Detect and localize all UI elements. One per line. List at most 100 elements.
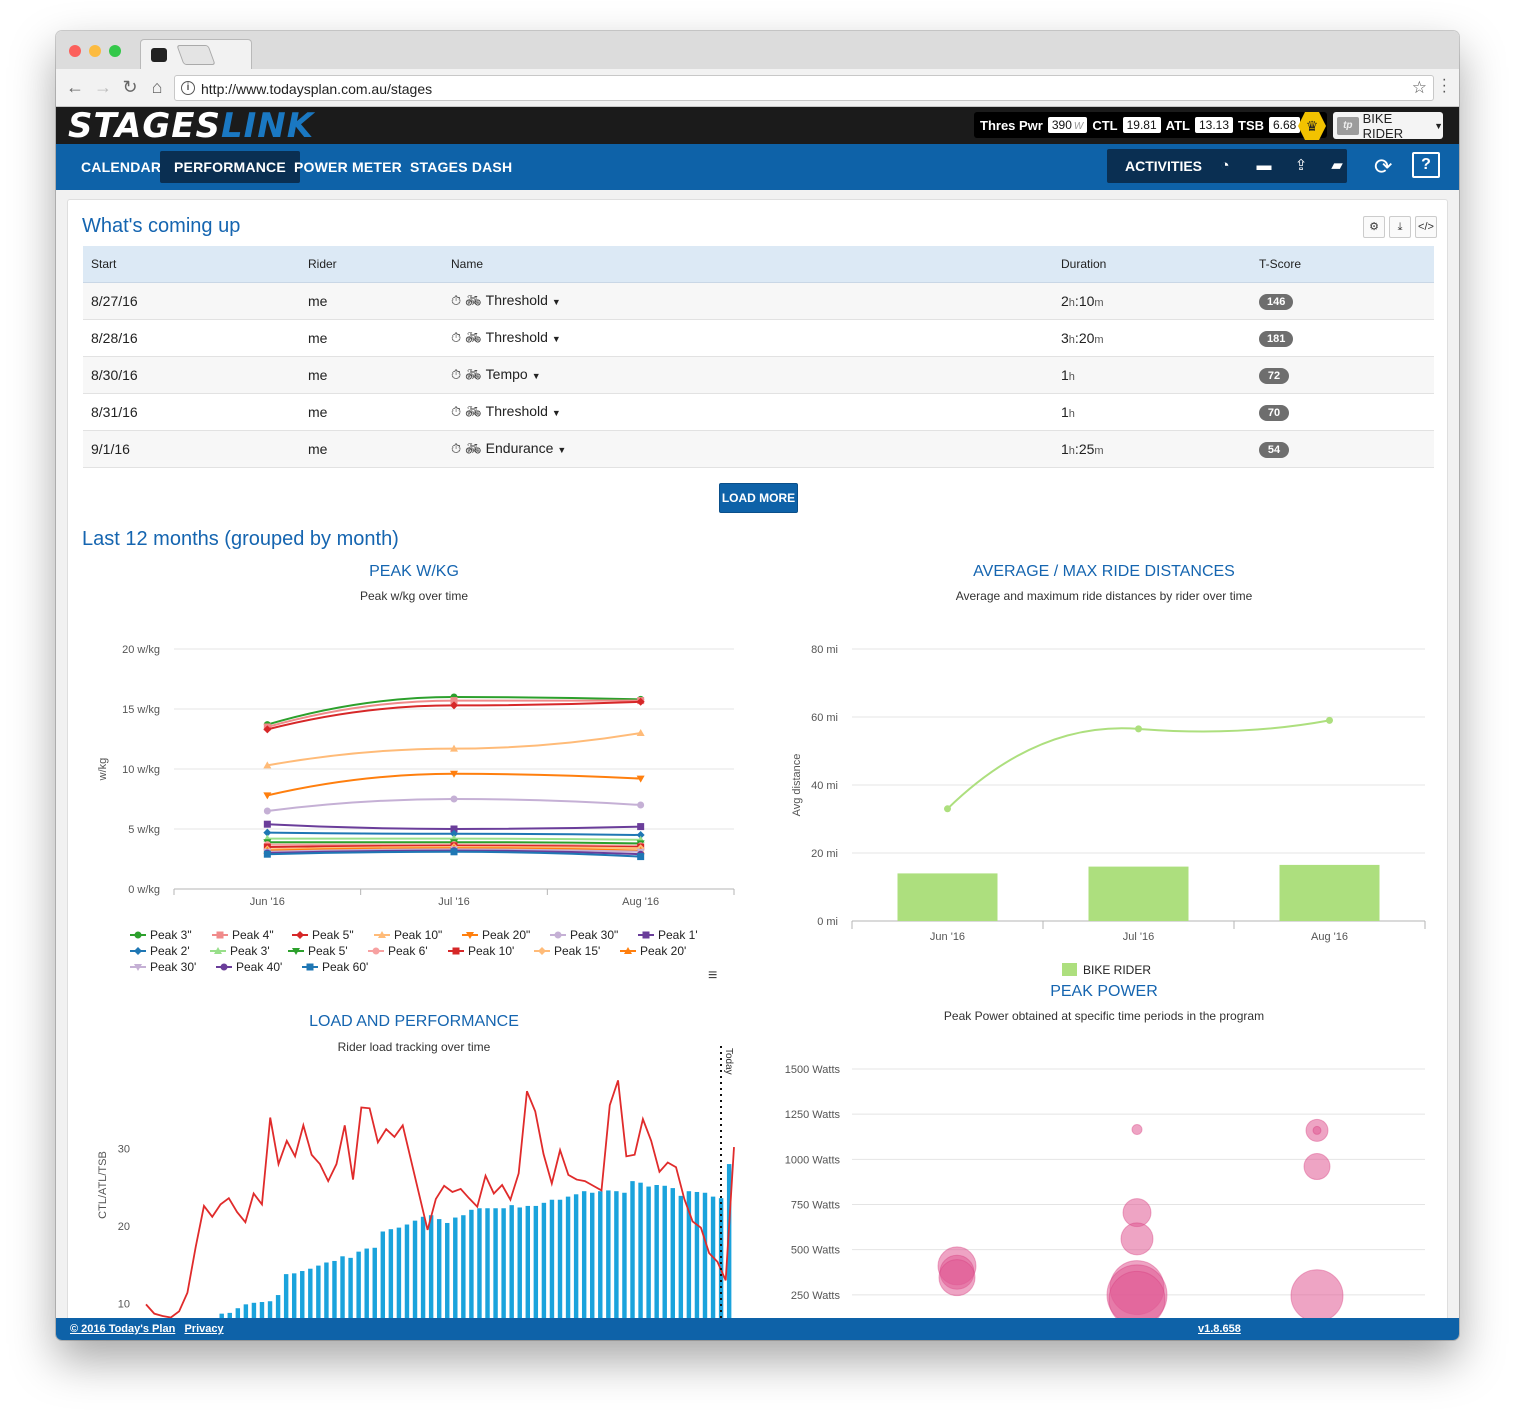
chart-title-peak-power: PEAK POWER: [1050, 983, 1158, 1000]
bar: [557, 1199, 563, 1318]
home-icon[interactable]: ⌂: [151, 77, 163, 97]
cell-name[interactable]: ⏱ 🚲︎ Threshold ▼: [443, 393, 1053, 431]
y-tick-label: 250 Watts: [791, 1290, 841, 1302]
nav-performance[interactable]: PERFORMANCE: [160, 151, 300, 183]
back-icon[interactable]: ←: [66, 77, 84, 97]
close-window-button[interactable]: [69, 45, 81, 57]
col-rider[interactable]: Rider: [300, 246, 443, 283]
hours-unit: h: [1068, 444, 1075, 457]
bar: [227, 1312, 232, 1318]
stageslink-logo[interactable]: STAGESLINK: [68, 106, 315, 146]
nav-stages-dash[interactable]: STAGES DASH: [410, 159, 513, 175]
bar: [678, 1195, 684, 1318]
workout-name[interactable]: Endurance: [485, 440, 554, 456]
cell-name[interactable]: ⏱ 🚲︎ Tempo ▼: [443, 356, 1053, 394]
activities-button[interactable]: ACTIVITIES: [1125, 158, 1203, 174]
upload-icon[interactable]: ⇪: [1294, 157, 1308, 174]
browser-menu-icon[interactable]: · · ·: [1441, 71, 1447, 100]
copyright-link[interactable]: © 2016 Today's Plan: [70, 1323, 176, 1335]
cell-name[interactable]: ⏱ 🚲︎ Threshold ▼: [443, 319, 1053, 357]
bar: [517, 1207, 522, 1318]
col-tscore[interactable]: T-Score: [1251, 246, 1434, 283]
data-point: [637, 853, 645, 861]
new-tab-button[interactable]: [176, 45, 216, 65]
favicon-icon: [151, 48, 167, 62]
chevron-down-icon[interactable]: ▼: [531, 371, 541, 381]
bar: [324, 1262, 329, 1318]
cell-duration: 2h:10m: [1053, 282, 1251, 320]
chevron-down-icon[interactable]: ▼: [551, 408, 561, 418]
workout-name[interactable]: Threshold: [485, 292, 548, 308]
legend-marker: [642, 931, 650, 939]
download-icon[interactable]: ⤓: [1389, 216, 1411, 238]
table-row[interactable]: 9/1/16 me ⏱ 🚲︎ Endurance ▼ 1h:25m 54: [83, 430, 1434, 468]
info-icon[interactable]: i: [181, 81, 195, 95]
data-point: [263, 828, 272, 837]
address-bar[interactable]: i http://www.todaysplan.com.au/stages ☆: [174, 75, 1434, 101]
footer: © 2016 Today's Plan Privacy v1.8.658: [56, 1318, 1459, 1340]
bar: [525, 1205, 531, 1318]
col-name[interactable]: Name: [443, 246, 1053, 283]
forward-icon[interactable]: →: [94, 77, 112, 97]
bubble: [1290, 1269, 1344, 1318]
legend-marker: [214, 947, 222, 954]
chevron-down-icon[interactable]: ▼: [557, 445, 567, 455]
table-row[interactable]: 8/30/16 me ⏱ 🚲︎ Tempo ▼ 1h 72: [83, 356, 1434, 394]
tscore-badge: 146: [1259, 293, 1294, 310]
sync-icon[interactable]: ⟳: [1374, 154, 1393, 179]
bar: [573, 1194, 579, 1318]
data-point: [944, 805, 951, 813]
workout-name[interactable]: Threshold: [485, 403, 548, 419]
workout-name[interactable]: Threshold: [485, 329, 548, 345]
chevron-down-icon[interactable]: ▼: [551, 334, 561, 344]
chevron-down-icon[interactable]: ▼: [551, 297, 561, 307]
bar: [501, 1208, 506, 1318]
maximize-window-button[interactable]: [109, 45, 121, 57]
bar: [598, 1191, 603, 1318]
table-row[interactable]: 8/31/16 me ⏱ 🚲︎ Threshold ▼ 1h 70: [83, 393, 1434, 431]
tsb-label: TSB: [1238, 117, 1264, 133]
bookmark-star-icon[interactable]: ☆: [1411, 78, 1427, 97]
dashboard-icon[interactable]: ◔: [1220, 157, 1230, 174]
bar: [283, 1274, 289, 1318]
col-start[interactable]: Start: [83, 246, 300, 283]
bubble: [938, 1259, 976, 1297]
help-icon[interactable]: ?: [1412, 152, 1440, 178]
bar: [718, 1198, 724, 1318]
nav-calendar[interactable]: CALENDAR: [81, 159, 162, 175]
workout-name[interactable]: Tempo: [485, 366, 528, 382]
bar: [726, 1164, 732, 1318]
load-more-button[interactable]: LOAD MORE: [719, 483, 798, 513]
y-tick-label: 20: [118, 1221, 130, 1233]
table-row[interactable]: 8/27/16 me ⏱ 🚲︎ Threshold ▼ 2h:10m 146: [83, 282, 1434, 320]
bar: [316, 1265, 321, 1318]
col-duration[interactable]: Duration: [1053, 246, 1251, 283]
bar: [469, 1209, 474, 1318]
data-point: [636, 729, 645, 736]
upcoming-title: What's coming up: [82, 215, 241, 237]
minimize-window-button[interactable]: [89, 45, 101, 57]
embed-code-icon[interactable]: </>: [1415, 216, 1437, 238]
bar: [646, 1186, 651, 1318]
folder-icon[interactable]: ▬: [1256, 157, 1272, 174]
legend-label: Peak 15': [554, 944, 600, 958]
data-point: [637, 801, 645, 809]
url-text[interactable]: http://www.todaysplan.com.au/stages: [201, 81, 433, 97]
data-point: [263, 807, 271, 815]
bar: [565, 1196, 571, 1318]
bar: [291, 1273, 297, 1318]
cell-name[interactable]: ⏱ 🚲︎ Endurance ▼: [443, 430, 1053, 468]
nav-power-meter[interactable]: POWER METER: [294, 159, 402, 175]
fitness-stats[interactable]: Thres Pwr 390 W CTL 19.81 ATL 13.13 TSB 6…: [974, 112, 1328, 138]
privacy-link[interactable]: Privacy: [184, 1323, 224, 1335]
tsb-value: 6.68: [1269, 117, 1301, 133]
bar: [670, 1188, 675, 1318]
version-link[interactable]: v1.8.658: [1198, 1323, 1241, 1335]
tscore-badge: 72: [1259, 367, 1289, 384]
reload-icon[interactable]: ↻: [122, 77, 138, 97]
cell-name[interactable]: ⏱ 🚲︎ Threshold ▼: [443, 282, 1053, 320]
user-menu-button[interactable]: tp BIKE RIDER ▼: [1333, 111, 1443, 141]
table-row[interactable]: 8/28/16 me ⏱ 🚲︎ Threshold ▼ 3h:20m 181: [83, 319, 1434, 357]
settings-gear-icon[interactable]: ⚙: [1363, 216, 1385, 238]
chat-icon[interactable]: ▰: [1331, 157, 1343, 174]
